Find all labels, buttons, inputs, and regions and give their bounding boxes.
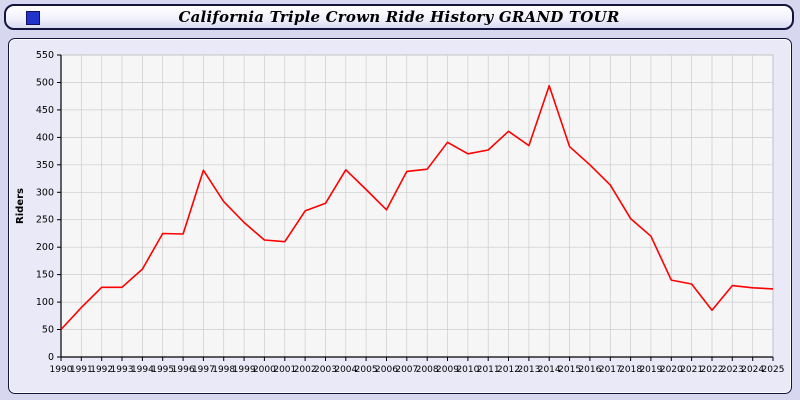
svg-text:100: 100 — [36, 297, 54, 308]
svg-text:2019: 2019 — [639, 365, 662, 375]
svg-text:2011: 2011 — [477, 365, 500, 375]
svg-text:0: 0 — [48, 352, 54, 363]
chart-title: California Triple Crown Ride History GRA… — [178, 8, 620, 26]
svg-text:200: 200 — [36, 242, 54, 253]
svg-text:2024: 2024 — [741, 365, 764, 375]
svg-text:2012: 2012 — [497, 365, 520, 375]
svg-text:2018: 2018 — [619, 365, 642, 375]
svg-text:2010: 2010 — [456, 365, 479, 375]
svg-text:2015: 2015 — [558, 365, 581, 375]
svg-text:1991: 1991 — [70, 365, 93, 375]
svg-text:2006: 2006 — [375, 365, 398, 375]
svg-text:150: 150 — [36, 270, 54, 281]
svg-text:2002: 2002 — [294, 365, 317, 375]
svg-text:2025: 2025 — [762, 365, 785, 375]
svg-text:1999: 1999 — [233, 365, 256, 375]
chart-panel: 0 50 100 150 200 250 300 350 400 450 500 550 1990 199… — [8, 38, 792, 394]
svg-text:1995: 1995 — [151, 365, 174, 375]
svg-text:500: 500 — [36, 78, 54, 89]
svg-text:2003: 2003 — [314, 365, 337, 375]
svg-text:2005: 2005 — [355, 365, 378, 375]
svg-text:1997: 1997 — [192, 365, 215, 375]
svg-text:2001: 2001 — [273, 365, 296, 375]
svg-text:1992: 1992 — [90, 365, 113, 375]
svg-text:350: 350 — [36, 160, 54, 171]
svg-text:550: 550 — [36, 50, 54, 61]
svg-text:400: 400 — [36, 132, 54, 143]
svg-text:1993: 1993 — [111, 365, 134, 375]
riders-line-chart: 0501001502002503003504004505005501990199… — [15, 50, 785, 375]
svg-text:450: 450 — [36, 105, 54, 116]
svg-text:2004: 2004 — [334, 365, 357, 375]
svg-text:2020: 2020 — [660, 365, 683, 375]
svg-text:2014: 2014 — [538, 365, 561, 375]
svg-text:Riders: Riders — [15, 188, 26, 224]
blue-square-icon — [26, 11, 40, 25]
svg-text:250: 250 — [36, 215, 54, 226]
svg-text:2017: 2017 — [599, 365, 622, 375]
svg-text:1990: 1990 — [50, 365, 73, 375]
svg-text:2008: 2008 — [416, 365, 439, 375]
svg-text:1994: 1994 — [131, 365, 154, 375]
svg-text:2021: 2021 — [680, 365, 703, 375]
svg-text:2016: 2016 — [578, 365, 601, 375]
svg-text:2022: 2022 — [701, 365, 724, 375]
svg-text:300: 300 — [36, 187, 54, 198]
svg-text:2007: 2007 — [395, 365, 418, 375]
svg-text:2009: 2009 — [436, 365, 459, 375]
svg-text:1996: 1996 — [172, 365, 195, 375]
title-bar: California Triple Crown Ride History GRA… — [4, 4, 794, 30]
svg-text:50: 50 — [42, 325, 54, 336]
svg-text:2023: 2023 — [721, 365, 744, 375]
svg-text:1998: 1998 — [212, 365, 235, 375]
svg-text:2000: 2000 — [253, 365, 276, 375]
svg-text:2013: 2013 — [517, 365, 540, 375]
